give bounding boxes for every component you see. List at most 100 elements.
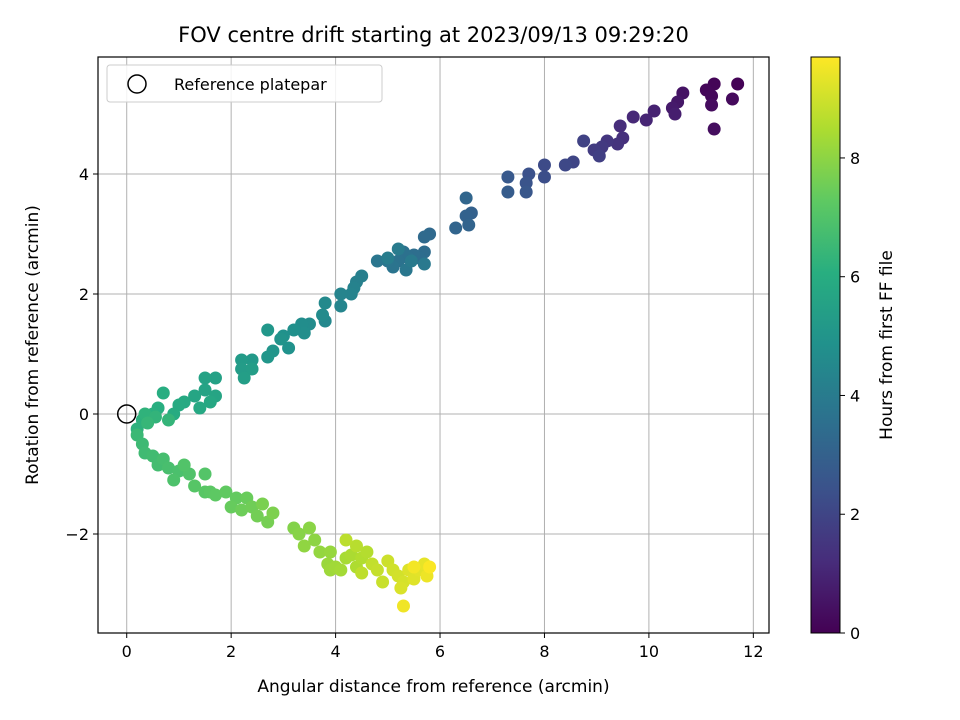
data-point (613, 119, 627, 133)
x-tick-label: 12 (743, 642, 763, 661)
data-point (198, 383, 212, 397)
data-point (219, 485, 233, 499)
data-point (592, 149, 606, 163)
data-point (287, 323, 301, 337)
reference-point-marker (116, 404, 137, 424)
colorbar-tick-label: 6 (850, 268, 860, 287)
data-point (370, 563, 384, 577)
data-point (626, 110, 640, 124)
colorbar-gradient (810, 56, 841, 634)
data-point (203, 395, 217, 409)
x-tick-label: 0 (122, 642, 132, 661)
data-point (404, 254, 418, 268)
data-point (161, 461, 175, 475)
data-point (519, 185, 533, 199)
y-axis-ticks: −2 0 2 4 (65, 165, 98, 544)
data-point (707, 122, 721, 136)
colorbar-tick-label: 8 (850, 149, 860, 168)
colorbar-tick-label: 4 (850, 386, 860, 405)
data-point (198, 467, 212, 481)
y-tick-label: 0 (79, 405, 89, 424)
data-point (449, 221, 463, 235)
data-point (302, 521, 316, 535)
data-point (316, 308, 330, 322)
data-points (130, 77, 745, 613)
data-point (396, 599, 410, 613)
data-point (355, 566, 369, 580)
colorbar-tick-label: 2 (850, 505, 860, 524)
data-point (370, 254, 384, 268)
data-point (245, 362, 259, 376)
data-point (344, 287, 358, 301)
data-point (274, 332, 288, 346)
data-point (235, 503, 249, 517)
data-point (266, 506, 280, 520)
data-point (611, 137, 625, 151)
data-point (334, 287, 348, 301)
data-point (558, 158, 572, 172)
data-point (501, 185, 515, 199)
data-point (334, 299, 348, 313)
colorbar-tick-label: 0 (850, 624, 860, 643)
data-point (519, 176, 533, 190)
data-point (537, 170, 551, 184)
data-point (705, 89, 719, 103)
data-point (177, 458, 191, 472)
data-point (188, 389, 202, 403)
data-point (208, 371, 222, 385)
y-tick-label: 2 (79, 285, 89, 304)
data-point (705, 98, 719, 112)
data-point (725, 92, 739, 106)
data-point (250, 509, 264, 523)
data-point (297, 326, 311, 340)
data-point (255, 497, 269, 511)
data-point (647, 104, 661, 118)
data-point (668, 107, 682, 121)
data-point (208, 488, 222, 502)
x-tick-label: 8 (539, 642, 549, 661)
y-tick-label: −2 (65, 525, 89, 544)
data-point (376, 575, 390, 589)
data-point (323, 545, 337, 559)
data-point (297, 539, 311, 553)
data-point (731, 77, 745, 91)
data-point (423, 560, 437, 574)
data-point (394, 581, 408, 595)
data-point (577, 134, 591, 148)
x-tick-label: 6 (435, 642, 445, 661)
colorbar-label: Hours from first FF file (877, 250, 897, 440)
data-point (360, 545, 374, 559)
data-point (292, 527, 306, 541)
data-point (161, 413, 175, 427)
data-point (537, 158, 551, 172)
data-point (381, 251, 395, 265)
data-point (235, 353, 249, 367)
data-point (308, 533, 322, 547)
data-point (313, 545, 327, 559)
y-axis-label: Rotation from reference (arcmin) (23, 205, 43, 485)
data-point (417, 230, 431, 244)
data-point (391, 242, 405, 256)
data-point (188, 479, 202, 493)
legend-reference-label: Reference platepar (174, 75, 327, 94)
x-axis-ticks: 0 2 4 6 8 10 12 (122, 633, 764, 661)
data-point (459, 191, 473, 205)
data-point (167, 473, 181, 487)
plot-frame (97, 56, 770, 634)
data-point (334, 563, 348, 577)
data-point (501, 170, 515, 184)
data-point (282, 341, 296, 355)
legend: Reference platepar (106, 64, 383, 103)
data-point (156, 386, 170, 400)
x-tick-label: 4 (330, 642, 340, 661)
data-point (407, 560, 421, 574)
y-tick-label: 4 (79, 165, 89, 184)
x-tick-label: 2 (226, 642, 236, 661)
legend-reference-icon (127, 74, 147, 94)
data-point (224, 500, 238, 514)
colorbar: 0 2 4 6 8 Hours from first FF file (810, 56, 897, 643)
data-point (245, 353, 259, 367)
data-point (462, 218, 476, 232)
data-point (261, 323, 275, 337)
